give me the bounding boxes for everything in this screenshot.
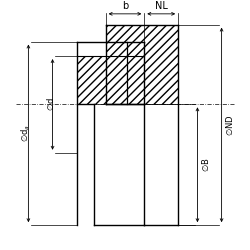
Text: $\varnothing$d$_a$: $\varnothing$d$_a$ [20,124,32,142]
Text: $\varnothing$ND: $\varnothing$ND [224,114,235,136]
Polygon shape [77,56,144,104]
Text: $\varnothing$d: $\varnothing$d [45,98,56,111]
Text: NL: NL [155,2,168,12]
Text: b: b [122,2,128,12]
Polygon shape [106,25,178,104]
Polygon shape [77,25,144,104]
Text: $\varnothing$B: $\varnothing$B [200,158,211,172]
